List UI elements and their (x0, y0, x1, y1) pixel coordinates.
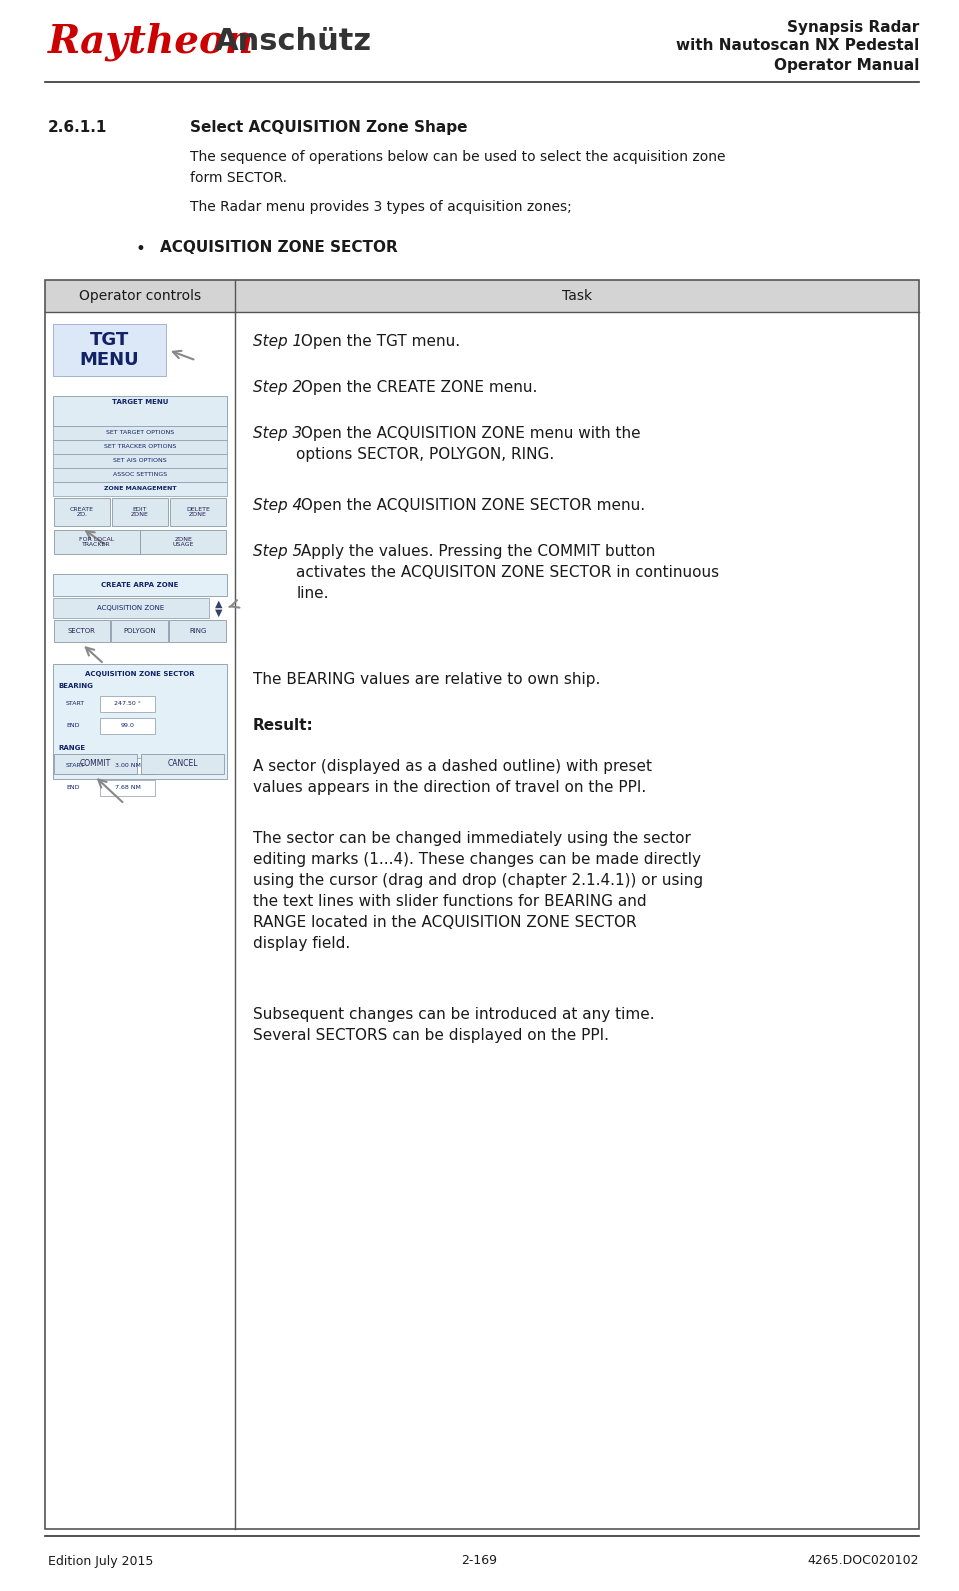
Bar (45, 280, 919, 312)
Text: ACQUISITION ZONE: ACQUISITION ZONE (98, 605, 165, 611)
Text: Open the ACQUISITION ZONE menu with the
options SECTOR, POLYGON, RING.: Open the ACQUISITION ZONE menu with the … (296, 426, 641, 461)
Text: Operator controls: Operator controls (79, 290, 201, 302)
Text: EDIT
ZONE: EDIT ZONE (131, 508, 149, 517)
Text: 4265.DOC020102: 4265.DOC020102 (807, 1554, 919, 1567)
Text: CREATE
ZO.: CREATE ZO. (70, 508, 94, 517)
Text: RANGE: RANGE (58, 745, 85, 751)
Bar (53, 426, 227, 441)
Bar (53, 396, 227, 426)
Text: Step 1: Step 1 (253, 334, 302, 348)
Bar (53, 325, 166, 375)
Text: FOR LOCAL
TRACKER: FOR LOCAL TRACKER (79, 536, 114, 547)
Bar (45, 280, 919, 1529)
Text: Task: Task (562, 290, 592, 302)
Text: 2.6.1.1: 2.6.1.1 (48, 119, 107, 135)
Bar (100, 757, 155, 773)
Text: Step 4: Step 4 (253, 498, 302, 512)
Text: ACQUISITION ZONE SECTOR: ACQUISITION ZONE SECTOR (160, 240, 398, 255)
Text: Raytheon: Raytheon (48, 22, 254, 60)
Bar (54, 530, 139, 554)
Text: ZONE
USAGE: ZONE USAGE (173, 536, 194, 547)
Text: TGT
MENU: TGT MENU (80, 331, 139, 369)
Text: CREATE ARPA ZONE: CREATE ARPA ZONE (102, 582, 178, 589)
Bar (54, 620, 110, 643)
Text: Edition July 2015: Edition July 2015 (48, 1554, 153, 1567)
Text: Step 3: Step 3 (253, 426, 302, 441)
Text: RING: RING (189, 628, 206, 633)
Bar (53, 663, 227, 780)
Bar (53, 574, 227, 597)
Text: COMMIT: COMMIT (80, 759, 111, 768)
Text: ▲: ▲ (215, 598, 222, 609)
Text: The Radar menu provides 3 types of acquisition zones;: The Radar menu provides 3 types of acqui… (190, 200, 572, 215)
Text: TARGET MENU: TARGET MENU (112, 399, 168, 406)
Text: 3.00 NM: 3.00 NM (114, 764, 140, 768)
Bar (100, 780, 155, 796)
Text: END: END (66, 786, 80, 791)
Text: Open the ACQUISITION ZONE SECTOR menu.: Open the ACQUISITION ZONE SECTOR menu. (296, 498, 645, 512)
Text: Select ACQUISITION Zone Shape: Select ACQUISITION Zone Shape (190, 119, 467, 135)
Text: Open the CREATE ZONE menu.: Open the CREATE ZONE menu. (296, 380, 538, 395)
Bar (100, 718, 155, 733)
Bar (111, 620, 168, 643)
Text: Subsequent changes can be introduced at any time.
Several SECTORS can be display: Subsequent changes can be introduced at … (253, 1007, 655, 1044)
Bar (170, 620, 226, 643)
Text: Step 2: Step 2 (253, 380, 302, 395)
Text: The sequence of operations below can be used to select the acquisition zone
form: The sequence of operations below can be … (190, 150, 726, 185)
Text: A sector (displayed as a dashed outline) with preset
values appears in the direc: A sector (displayed as a dashed outline)… (253, 759, 652, 796)
Text: START: START (66, 764, 85, 768)
Text: SET TRACKER OPTIONS: SET TRACKER OPTIONS (104, 444, 176, 450)
Text: Synapsis Radar: Synapsis Radar (786, 21, 919, 35)
Text: The BEARING values are relative to own ship.: The BEARING values are relative to own s… (253, 671, 600, 687)
Text: SET AIS OPTIONS: SET AIS OPTIONS (113, 458, 167, 463)
Text: CANCEL: CANCEL (167, 759, 198, 768)
Bar (53, 453, 227, 468)
Text: ZONE MANAGEMENT: ZONE MANAGEMENT (104, 487, 176, 492)
Text: ACQUISITION ZONE SECTOR: ACQUISITION ZONE SECTOR (85, 671, 195, 678)
Bar (112, 498, 168, 527)
Text: SECTOR: SECTOR (68, 628, 96, 633)
Text: END: END (66, 724, 80, 729)
Bar (53, 598, 209, 617)
Text: ASSOC SETTINGS: ASSOC SETTINGS (113, 473, 167, 477)
Text: DELETE
ZONE: DELETE ZONE (186, 508, 210, 517)
Bar (54, 754, 137, 773)
Text: 99.0: 99.0 (121, 724, 134, 729)
Bar (53, 468, 227, 482)
Text: 247.50 °: 247.50 ° (114, 702, 141, 706)
Text: SET TARGET OPTIONS: SET TARGET OPTIONS (105, 431, 175, 436)
Text: •: • (135, 240, 145, 258)
Text: Anschütz: Anschütz (215, 27, 372, 57)
Text: Operator Manual: Operator Manual (774, 57, 919, 73)
Text: BEARING: BEARING (58, 683, 93, 689)
Bar (170, 498, 226, 527)
Bar (53, 441, 227, 453)
Text: The sector can be changed immediately using the sector
editing marks (1...4). Th: The sector can be changed immediately us… (253, 831, 703, 951)
Text: ▼: ▼ (215, 608, 222, 617)
Bar (100, 695, 155, 713)
Bar (54, 498, 110, 527)
Text: 7.68 NM: 7.68 NM (114, 786, 140, 791)
Text: POLYGON: POLYGON (124, 628, 156, 633)
Text: 2-169: 2-169 (461, 1554, 498, 1567)
Text: START: START (66, 702, 85, 706)
Text: Result:: Result: (253, 718, 314, 733)
Bar (141, 530, 226, 554)
Bar (141, 754, 224, 773)
Bar (53, 482, 227, 496)
Text: Open the TGT menu.: Open the TGT menu. (296, 334, 460, 348)
Text: with Nautoscan NX Pedestal: with Nautoscan NX Pedestal (676, 38, 919, 53)
Text: Step 5: Step 5 (253, 544, 302, 558)
Text: Apply the values. Pressing the COMMIT button
activates the ACQUISITON ZONE SECTO: Apply the values. Pressing the COMMIT bu… (296, 544, 719, 601)
